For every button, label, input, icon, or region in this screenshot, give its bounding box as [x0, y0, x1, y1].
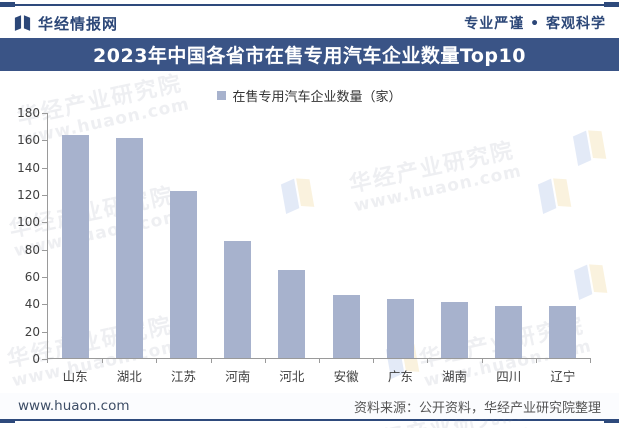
y-axis-tick [42, 222, 47, 224]
footer: www.huaon.com 资料来源：公开资料，华经产业研究院整理 [0, 393, 619, 419]
bar-河南 [224, 240, 252, 358]
x-axis-tick [590, 358, 592, 363]
x-axis-tick [102, 358, 104, 363]
bar-slot: 安徽 [319, 113, 375, 384]
x-axis-label: 山东 [62, 369, 88, 384]
y-axis-tick [42, 113, 47, 114]
bottom-rule-cap-left [0, 418, 15, 423]
bar-slot: 辽宁 [536, 113, 592, 384]
bottom-rule-cap-right [604, 418, 619, 423]
bar-slot: 河北 [265, 113, 321, 384]
legend-marker [217, 91, 227, 100]
y-axis-label: 160 [17, 133, 40, 148]
logo-watermark-icon [280, 178, 315, 215]
x-axis-tick [481, 358, 483, 363]
x-axis-label: 安徽 [333, 369, 359, 384]
bar-slot: 四川 [482, 113, 537, 384]
huajing-book-logo-icon [13, 14, 32, 32]
x-axis-label: 辽宁 [550, 369, 576, 384]
x-axis-label: 湖南 [442, 369, 468, 384]
bar-slot: 湖北 [102, 113, 158, 384]
x-axis-label: 河北 [279, 369, 305, 384]
y-axis-label: 60 [24, 270, 40, 284]
top-rule-cap-right [604, 2, 619, 7]
x-axis-label: 河南 [225, 369, 251, 384]
x-axis-tick [373, 358, 375, 363]
x-axis-label: 江苏 [171, 369, 197, 384]
y-axis-tick [42, 304, 47, 306]
y-axis-tick [42, 167, 47, 169]
bar-湖北 [115, 137, 143, 358]
brand: 华经情报网 [13, 13, 118, 34]
legend-label: 在售专用汽车企业数量（家） [232, 90, 402, 105]
logo-watermark-icon [572, 130, 607, 167]
title-bar: 2023年中国各省市在售专用汽车企业数量Top10 [0, 38, 619, 71]
bar-山东 [61, 134, 89, 358]
bar-江苏 [170, 190, 197, 358]
y-axis-label: 80 [24, 242, 40, 257]
y-axis-label: 120 [17, 188, 40, 202]
x-axis-tick [427, 358, 429, 363]
y-axis-label: 140 [17, 160, 40, 175]
x-axis-tick [264, 358, 266, 363]
bar-chart-plot: 山东 湖北 江苏 河南 河北 安徽 广东 湖南 四川 辽宁 [47, 113, 592, 384]
logo-watermark-icon [537, 178, 572, 215]
x-axis-label: 湖北 [116, 369, 142, 384]
header: 华经情报网 专业严谨 • 客观科学 [0, 8, 619, 38]
chart-legend: 在售专用汽车企业数量（家） [0, 86, 619, 105]
bar-slot: 河南 [211, 113, 266, 384]
bar-slot: 江苏 [156, 113, 212, 384]
x-axis-tick [47, 358, 48, 363]
brand-name: 华经情报网 [38, 14, 119, 33]
footer-source-note: 资料来源：公开资料，华经产业研究院整理 [353, 400, 601, 416]
top-rule-cap-left [0, 2, 15, 7]
y-axis-label: 100 [17, 215, 40, 230]
y-axis-label: 0 [32, 352, 40, 366]
y-axis-label: 20 [24, 324, 40, 339]
y-axis-tick [42, 359, 47, 360]
x-axis-tick [156, 358, 158, 363]
x-axis-tick [210, 358, 212, 363]
top-rule [0, 4, 619, 6]
bar-湖南 [441, 302, 469, 358]
y-axis-tick [42, 331, 47, 333]
y-axis-label: 40 [24, 297, 40, 312]
bar-辽宁 [549, 306, 577, 358]
bar-四川 [495, 306, 523, 358]
y-axis-tick [42, 140, 47, 142]
bar-slot: 广东 [373, 113, 429, 384]
bar-slot: 山东 [47, 113, 104, 384]
page-title: 2023年中国各省市在售专用汽车企业数量Top10 [93, 45, 526, 67]
bar-安徽 [332, 295, 360, 358]
logo-watermark-icon [573, 264, 608, 301]
x-axis-tick [535, 358, 537, 363]
footer-site-url: www.huaon.com [18, 398, 130, 414]
x-axis-label: 广东 [387, 369, 413, 384]
bar-广东 [386, 299, 414, 358]
y-axis-tick [42, 195, 47, 196]
header-slogan: 专业严谨 • 客观科学 [464, 16, 606, 32]
logo-watermark-icon [385, 343, 420, 380]
y-axis-tick [42, 249, 47, 251]
x-axis-label: 四川 [496, 369, 522, 384]
x-axis-tick [319, 358, 321, 363]
bar-slot: 湖南 [427, 113, 483, 384]
y-axis-label: 180 [17, 106, 40, 120]
y-axis-tick [42, 277, 47, 278]
bar-河北 [278, 269, 306, 358]
bottom-rule [0, 419, 619, 421]
